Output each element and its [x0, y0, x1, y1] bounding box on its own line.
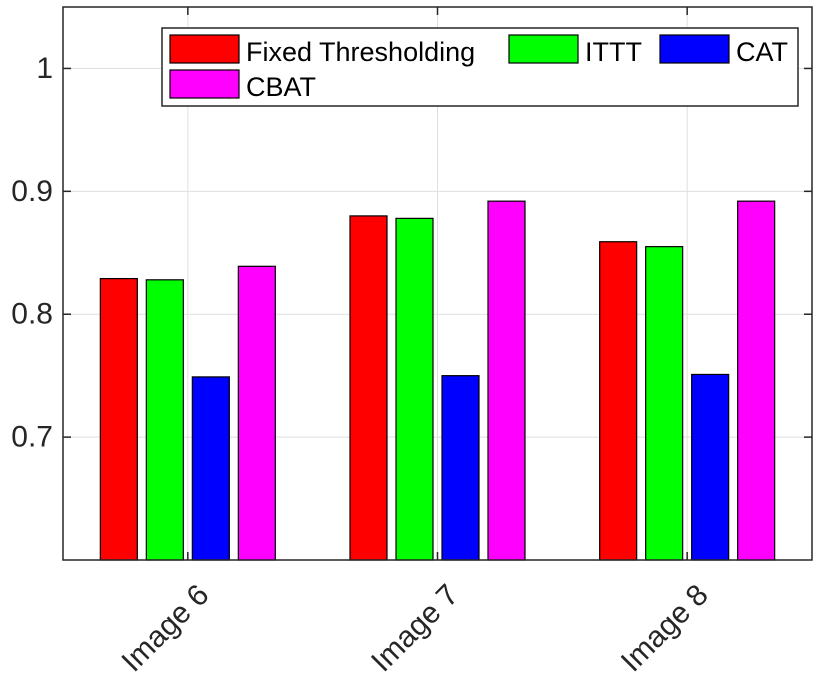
legend-swatch-cbat [169, 69, 240, 99]
y-tick-label: 0.8 [11, 298, 53, 331]
axes [62, 6, 813, 561]
x-tick-label: Image 8 [615, 578, 715, 678]
bar-fixed-thresholding-3 [599, 241, 638, 561]
bar-cbat-1 [237, 265, 276, 561]
legend: Fixed Thresholding ITTT CAT CBAT [161, 27, 799, 107]
legend-swatch-ittt [508, 34, 579, 64]
bar-cat-3 [691, 373, 730, 561]
bars [99, 200, 776, 561]
legend-swatch-cat [659, 34, 730, 64]
bar-cbat-3 [737, 200, 776, 561]
bar-cbat-2 [487, 200, 526, 561]
bar-cat-1 [191, 376, 230, 561]
bar-ittt-1 [145, 279, 184, 561]
x-tick-label: Image 6 [115, 578, 215, 678]
y-tick-labels: 0.7 0.8 0.9 1 [11, 52, 53, 454]
y-tick-label: 0.7 [11, 421, 53, 454]
x-tick-label: Image 7 [365, 578, 465, 678]
y-tick-label: 0.9 [11, 175, 53, 208]
y-tick-label: 1 [36, 52, 53, 85]
legend-label-fixed-thresholding: Fixed Thresholding [246, 37, 475, 67]
legend-label-cat: CAT [736, 37, 788, 67]
legend-swatch-fixed-thresholding [169, 34, 240, 64]
bar-ittt-2 [395, 217, 434, 561]
bar-ittt-3 [645, 246, 684, 561]
legend-label-cbat: CBAT [246, 72, 316, 102]
legend-label-ittt: ITTT [585, 37, 642, 67]
bar-fixed-thresholding-2 [349, 215, 388, 561]
bar-fixed-thresholding-1 [99, 277, 138, 561]
x-tick-labels: Image 6 Image 7 Image 8 [115, 578, 714, 678]
bar-cat-2 [441, 375, 480, 561]
